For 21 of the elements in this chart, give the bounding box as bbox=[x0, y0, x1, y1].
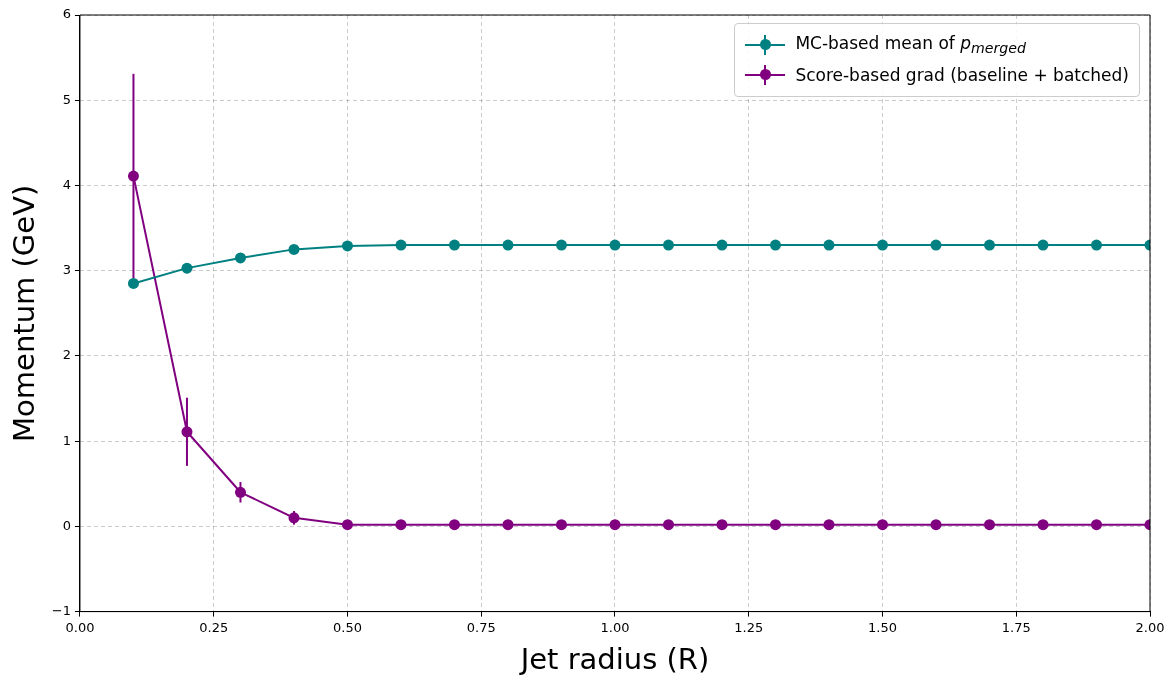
y-tick-label: 0 bbox=[62, 517, 71, 533]
x-tick-label: 0.50 bbox=[333, 619, 362, 635]
y-tick-label: 6 bbox=[62, 6, 71, 22]
y-tick-label: 1 bbox=[62, 432, 71, 448]
y-tick-label: 4 bbox=[62, 176, 71, 192]
y-axis-title: Momentum (GeV) bbox=[6, 184, 41, 442]
x-tick-label: 1.75 bbox=[1001, 619, 1031, 635]
x-tick-label: 1.50 bbox=[868, 619, 897, 635]
y-tick-label: 2 bbox=[62, 347, 71, 363]
legend-label: MC-based mean of p$_{merged}$ bbox=[795, 33, 1026, 57]
x-tick-label: 2.00 bbox=[1135, 619, 1165, 635]
legend-label: Score-based grad (baseline + batched) bbox=[795, 65, 1129, 85]
y-tick-label: 5 bbox=[62, 91, 71, 107]
x-axis-title: Jet radius (R) bbox=[518, 642, 710, 677]
x-tick-label: 1.25 bbox=[734, 619, 764, 635]
y-tick-label: 3 bbox=[62, 262, 71, 278]
x-tick-label: 0.75 bbox=[466, 619, 496, 635]
x-tick-label: 0.25 bbox=[199, 619, 229, 635]
x-tick-label: 1.00 bbox=[600, 619, 630, 635]
y-tick-label: −1 bbox=[51, 602, 71, 618]
x-tick-label: 0.00 bbox=[65, 619, 95, 635]
